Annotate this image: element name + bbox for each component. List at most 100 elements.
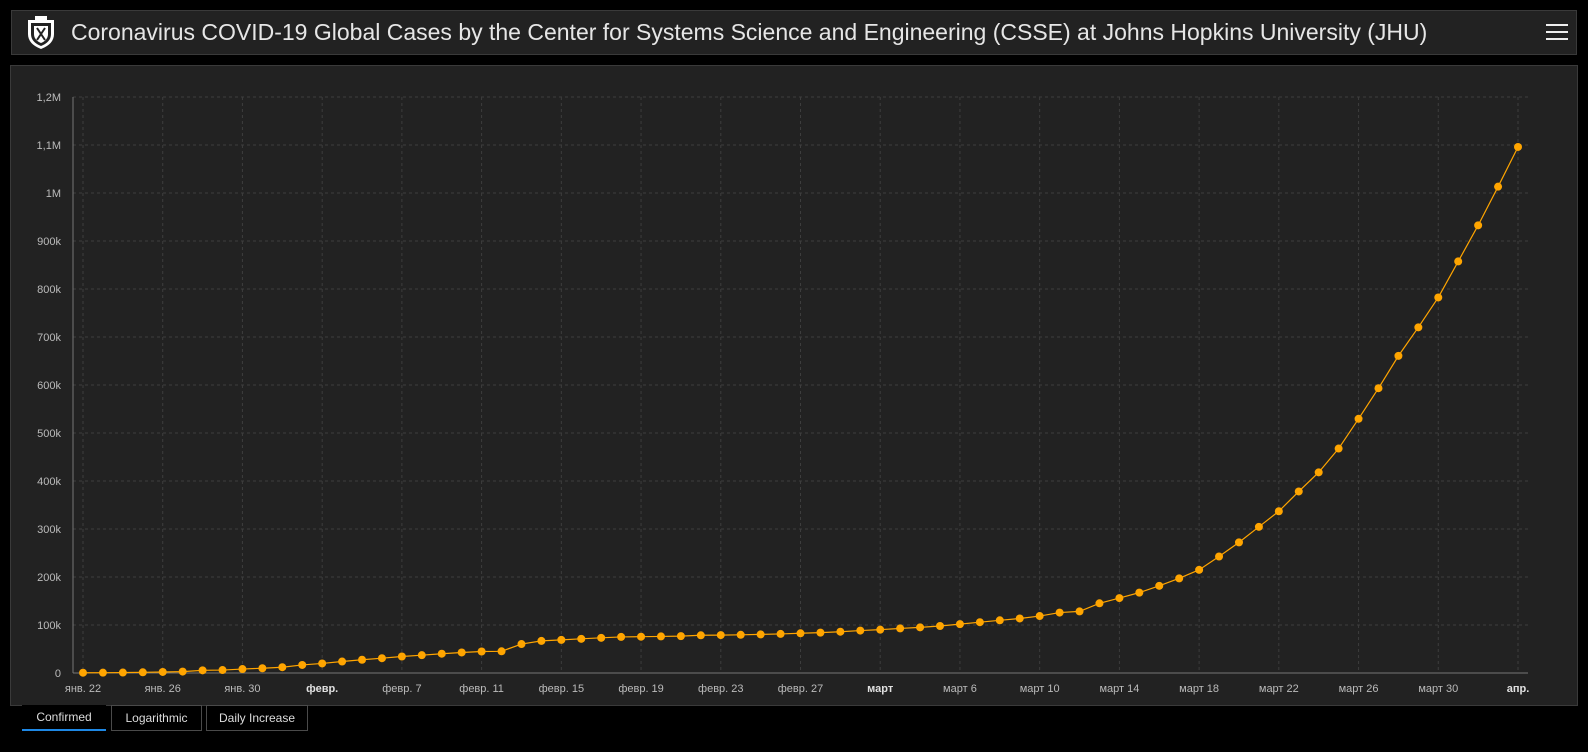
y-tick-label: 900k	[37, 236, 61, 248]
data-point	[457, 648, 466, 657]
y-tick-label: 1M	[46, 188, 61, 200]
data-point	[1334, 444, 1343, 453]
data-point	[1374, 384, 1383, 393]
data-point	[1075, 607, 1084, 616]
data-point	[417, 651, 426, 660]
data-point	[1434, 293, 1443, 302]
data-point	[716, 631, 725, 640]
data-point	[497, 647, 506, 656]
x-tick-label: март 6	[943, 683, 977, 695]
x-tick-label: март 14	[1099, 683, 1139, 695]
data-point	[796, 629, 805, 638]
data-point	[377, 654, 386, 663]
y-tick-label: 1,2M	[37, 92, 61, 104]
y-tick-label: 100k	[37, 620, 61, 632]
data-point	[975, 618, 984, 627]
x-tick-label: февр. 15	[539, 683, 584, 695]
x-tick-label: февр. 11	[459, 683, 504, 695]
jhu-shield-logo-icon	[28, 16, 54, 49]
x-tick-label: янв. 26	[145, 683, 181, 695]
x-tick-label: март 30	[1418, 683, 1458, 695]
data-point	[278, 663, 287, 672]
data-point	[358, 655, 367, 664]
data-point	[876, 625, 885, 634]
data-point	[696, 631, 705, 640]
data-point	[1454, 257, 1463, 266]
data-point	[1175, 574, 1184, 583]
x-tick-label: март 10	[1020, 683, 1060, 695]
data-point	[1195, 565, 1204, 574]
x-tick-label: янв. 30	[224, 683, 260, 695]
data-point	[1215, 552, 1224, 561]
data-point	[318, 659, 327, 668]
data-point	[1095, 599, 1104, 608]
data-point	[1254, 522, 1263, 531]
data-point	[79, 668, 87, 677]
x-tick-label: март 26	[1339, 683, 1379, 695]
data-point	[776, 629, 785, 638]
data-point	[258, 664, 267, 673]
data-point	[397, 652, 406, 661]
data-point	[676, 632, 685, 641]
y-tick-label: 200k	[37, 572, 61, 584]
data-point	[656, 632, 665, 641]
x-tick-label: февр. 19	[618, 683, 663, 695]
tab-daily-increase[interactable]: Daily Increase	[206, 705, 308, 731]
data-point	[1314, 468, 1323, 477]
data-point	[1394, 351, 1403, 360]
y-tick-label: 300k	[37, 524, 61, 536]
x-tick-label: февр. 27	[778, 683, 823, 695]
data-point	[218, 666, 227, 675]
hamburger-menu-icon[interactable]	[1546, 21, 1568, 43]
app-header: Coronavirus COVID-19 Global Cases by the…	[11, 10, 1577, 55]
page-title: Coronavirus COVID-19 Global Cases by the…	[71, 19, 1428, 45]
y-tick-label: 400k	[37, 476, 61, 488]
data-point	[1015, 614, 1024, 623]
data-point	[1274, 507, 1283, 516]
x-tick-label: февр.	[306, 683, 338, 695]
x-tick-label: апр.	[1507, 683, 1530, 695]
data-point	[995, 616, 1004, 625]
data-point	[437, 649, 446, 658]
data-point	[138, 668, 147, 677]
data-point	[477, 647, 486, 656]
data-point	[118, 668, 127, 677]
data-point	[298, 660, 307, 669]
data-point	[1514, 142, 1522, 151]
chart-panel: 0 100k 200k 300k 400k 500k 600k 700k 800k 900k 1M 1…	[10, 65, 1578, 706]
data-point	[955, 620, 964, 629]
data-point	[936, 622, 945, 631]
x-tick-label: февр. 23	[698, 683, 743, 695]
data-point	[916, 623, 925, 632]
y-tick-label: 1,1M	[37, 140, 61, 152]
data-point	[1055, 608, 1064, 617]
data-point	[856, 626, 865, 635]
x-tick-label: янв. 22	[65, 683, 101, 695]
data-point	[637, 632, 646, 641]
data-point	[1494, 182, 1503, 191]
tab-logarithmic[interactable]: Logarithmic	[111, 705, 202, 731]
data-point	[896, 624, 905, 633]
data-point	[1115, 594, 1124, 603]
data-point	[178, 667, 187, 676]
y-tick-label: 0	[55, 668, 61, 680]
data-point	[198, 666, 207, 675]
y-tick-label: 600k	[37, 380, 61, 392]
data-point	[1354, 414, 1363, 423]
x-tick-label: февр. 7	[382, 683, 421, 695]
data-point	[736, 630, 745, 639]
data-point	[557, 635, 566, 644]
data-point	[577, 634, 586, 643]
data-point	[617, 632, 626, 641]
data-point	[816, 628, 825, 637]
data-point	[597, 633, 606, 642]
data-point	[238, 665, 247, 674]
data-point	[1035, 612, 1044, 621]
data-point	[1135, 588, 1144, 597]
data-point	[537, 636, 546, 645]
tab-confirmed[interactable]: Confirmed	[22, 705, 106, 731]
x-tick-label: март 18	[1179, 683, 1219, 695]
data-point	[338, 657, 347, 666]
data-point	[1234, 538, 1243, 547]
y-tick-label: 500k	[37, 428, 61, 440]
